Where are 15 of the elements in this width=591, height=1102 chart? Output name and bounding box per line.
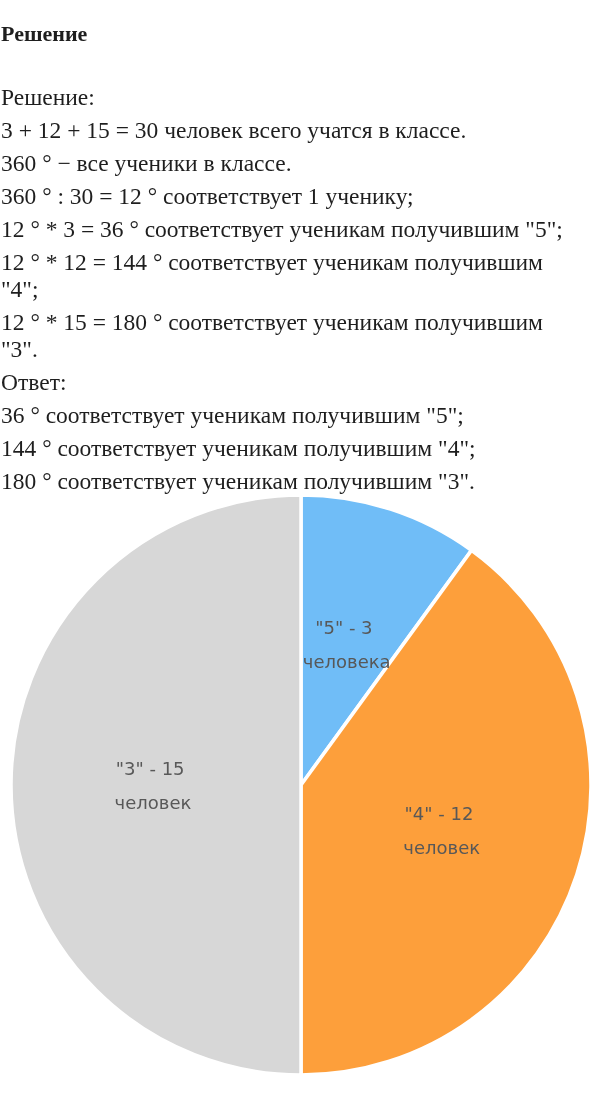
text: 144 ° соответствует ученикам получившим "4"; [1, 435, 477, 462]
text: Ответ: [1, 369, 68, 396]
text: 3 + 12 + 15 = 30 человек всего учатся в классе. [1, 117, 468, 144]
text: 180 ° соответствует ученикам получившим "3". [1, 468, 476, 495]
text: 12 ° * 15 = 180 ° соответствует ученикам получившим "3". [1, 309, 544, 363]
text: 360 ° : 30 = 12 ° соответствует 1 ученику; [1, 183, 415, 210]
text: 12 ° * 12 = 144 ° соответствует ученикам получившим "4"; [1, 249, 544, 303]
text: 360 ° − все ученики в классе. [1, 150, 293, 177]
slice-label: "5" - 3 человека [302, 616, 391, 672]
slice-label: "4" - 12 человек [403, 803, 481, 859]
chart-title: Решение [1, 20, 88, 47]
slice-label: "3" - 15 человек [114, 757, 192, 813]
text: Решение: [1, 84, 96, 111]
text: 36 ° соответствует ученикам получившим "5"; [1, 402, 465, 429]
text: 12 ° * 3 = 36 ° соответствует ученикам получившим "5"; [1, 216, 564, 243]
